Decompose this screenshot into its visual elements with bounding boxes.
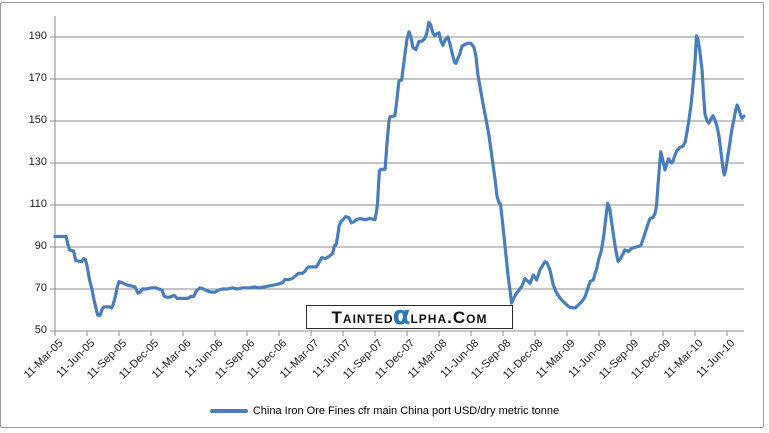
watermark-text-pre: Tainted (331, 307, 394, 327)
legend: China Iron Ore Fines cfr main China port… (0, 403, 769, 419)
y-axis-label-110: 110 (29, 198, 47, 210)
y-axis-label-170: 170 (28, 72, 47, 84)
watermark-text-post: lpha.Com (410, 307, 488, 327)
y-axis-label-190: 190 (28, 30, 47, 42)
axes (54, 16, 728, 336)
y-axis-label-90: 90 (34, 240, 47, 252)
watermark-alpha-glyph: α (392, 300, 412, 331)
y-axis-label-70: 70 (34, 282, 47, 294)
y-axis-label-150: 150 (28, 114, 47, 126)
legend-label: China Iron Ore Fines cfr main China port… (252, 405, 560, 417)
y-axis-label-50: 50 (34, 324, 47, 336)
iron-ore-price-line (53, 20, 746, 317)
legend-line-marker (209, 409, 248, 413)
taintedalpha-watermark: Tainted α lpha.Com (306, 300, 513, 331)
y-axis-label-130: 130 (28, 156, 47, 168)
gridlines (50, 36, 744, 332)
